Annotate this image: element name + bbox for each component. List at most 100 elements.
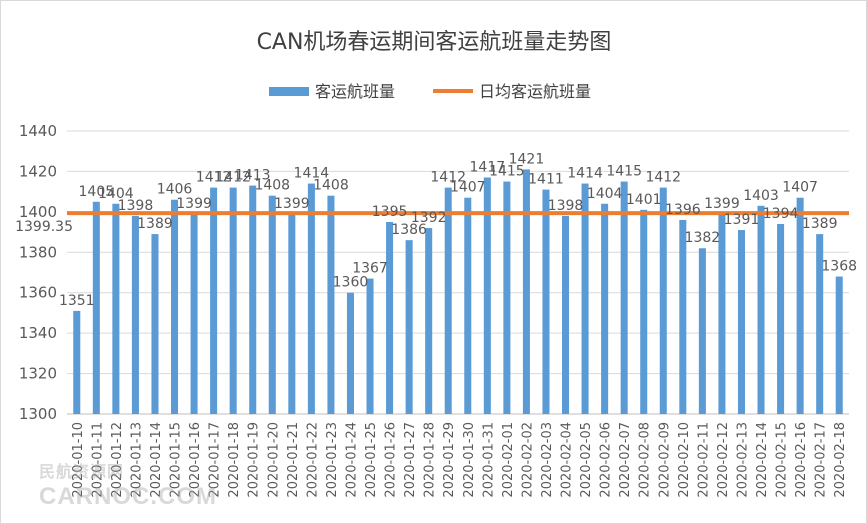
data-label: 1398 (548, 198, 584, 214)
data-label: 1421 (509, 151, 545, 167)
x-tick-label: 2020-02-01 (501, 422, 516, 498)
x-tick-label: 2020-01-27 (403, 422, 418, 498)
bar (796, 197, 804, 414)
x-tick-label: 2020-02-10 (677, 422, 692, 498)
bar (327, 195, 335, 414)
bar (777, 223, 785, 414)
bar (581, 183, 589, 414)
data-label: 1412 (215, 170, 251, 186)
data-label: 1407 (450, 180, 486, 196)
data-label: 1395 (372, 204, 408, 220)
x-tick-label: 2020-02-02 (520, 422, 535, 498)
x-tick-label: 2020-01-13 (129, 422, 144, 498)
data-label: 1412 (196, 170, 232, 186)
y-tick-label: 1340 (19, 324, 57, 342)
y-axis-ticks: 1300 1320 1340 1360 1380 1400 1420 1440 (19, 122, 57, 423)
legend: 客运航班量 日均客运航班量 (269, 82, 591, 101)
watermark: 民航资源网 CARNOC.COM (39, 461, 217, 509)
bar (171, 199, 179, 414)
bar (112, 203, 120, 414)
bar (698, 248, 706, 414)
x-tick-label: 2020-01-25 (364, 422, 379, 498)
legend-label-average: 日均客运航班量 (479, 82, 591, 101)
bar (562, 215, 570, 414)
bar (386, 221, 394, 414)
data-label: 1391 (724, 212, 760, 228)
x-tick-label: 2020-01-14 (149, 422, 164, 498)
y-tick-label: 1440 (19, 122, 57, 140)
bar (268, 195, 276, 414)
average-line-group: 1399.35 (15, 211, 849, 235)
x-tick-label: 2020-01-30 (462, 422, 477, 498)
y-tick-label: 1420 (19, 162, 57, 180)
bar (307, 183, 315, 414)
x-axis-ticks: 2020-01-10 2020-01-11 2020-01-12 2020-01-13… (71, 422, 848, 498)
bar (503, 181, 511, 414)
data-label: 1415 (489, 164, 525, 180)
bar (835, 276, 843, 414)
x-tick-label: 2020-02-08 (638, 422, 653, 498)
bar (229, 187, 237, 414)
bar (425, 228, 433, 414)
data-label: 1408 (313, 178, 349, 194)
data-label: 1404 (587, 186, 623, 202)
bar (366, 278, 374, 414)
x-tick-label: 2020-02-03 (540, 422, 555, 498)
data-label: 1396 (665, 202, 701, 218)
x-tick-label: 2020-02-09 (657, 422, 672, 498)
y-tick-label: 1400 (19, 203, 57, 221)
x-tick-label: 2020-01-23 (325, 422, 340, 498)
data-label: 1414 (567, 166, 603, 182)
bar (464, 197, 472, 414)
x-tick-label: 2020-01-21 (286, 422, 301, 498)
y-tick-label: 1360 (19, 284, 57, 302)
x-tick-label: 2020-02-12 (716, 422, 731, 498)
watermark-line1: 民航资源网 (39, 464, 125, 481)
data-label: 1367 (352, 261, 388, 277)
bar (131, 215, 139, 414)
data-label: 1360 (333, 275, 369, 291)
data-label: 1412 (645, 170, 681, 186)
x-tick-label: 2020-01-18 (227, 422, 242, 498)
y-tick-label: 1300 (19, 405, 57, 423)
data-label: 1417 (470, 159, 506, 175)
x-tick-label: 2020-02-07 (618, 422, 633, 498)
data-labels: 1351140514041398138914061399141214121413… (59, 151, 857, 308)
bar (444, 187, 452, 414)
data-label: 1368 (821, 259, 857, 275)
x-tick-label: 2020-01-11 (90, 422, 105, 498)
data-label: 1399 (704, 196, 740, 212)
data-label: 1414 (294, 166, 330, 182)
bar (737, 230, 745, 414)
data-label: 1399 (274, 196, 310, 212)
x-tick-label: 2020-02-05 (579, 422, 594, 498)
x-tick-label: 2020-02-06 (599, 422, 614, 498)
bar (718, 213, 726, 414)
x-tick-label: 2020-02-15 (775, 422, 790, 498)
bar (542, 189, 550, 414)
x-tick-label: 2020-01-29 (442, 422, 457, 498)
data-label: 1394 (763, 206, 799, 222)
x-tick-label: 2020-02-17 (814, 422, 829, 498)
data-label: 1411 (528, 172, 564, 188)
data-label: 1406 (157, 182, 193, 198)
data-label: 1399 (176, 196, 212, 212)
x-tick-label: 2020-02-11 (696, 422, 711, 498)
bar (620, 181, 628, 414)
y-tick-label: 1380 (19, 243, 57, 261)
bar (816, 234, 824, 414)
y-tick-label: 1320 (19, 365, 57, 383)
data-label: 1382 (685, 230, 721, 246)
bar (483, 177, 491, 414)
data-label: 1401 (626, 192, 662, 208)
average-line-label: 1399.35 (15, 219, 73, 235)
x-tick-label: 2020-01-10 (71, 422, 86, 498)
bar (92, 201, 100, 414)
data-label: 1398 (118, 198, 154, 214)
data-label: 1405 (79, 184, 115, 200)
watermark-line2: CARNOC.COM (39, 483, 217, 510)
bars (73, 169, 843, 414)
bar (405, 240, 413, 414)
bar (659, 187, 667, 414)
